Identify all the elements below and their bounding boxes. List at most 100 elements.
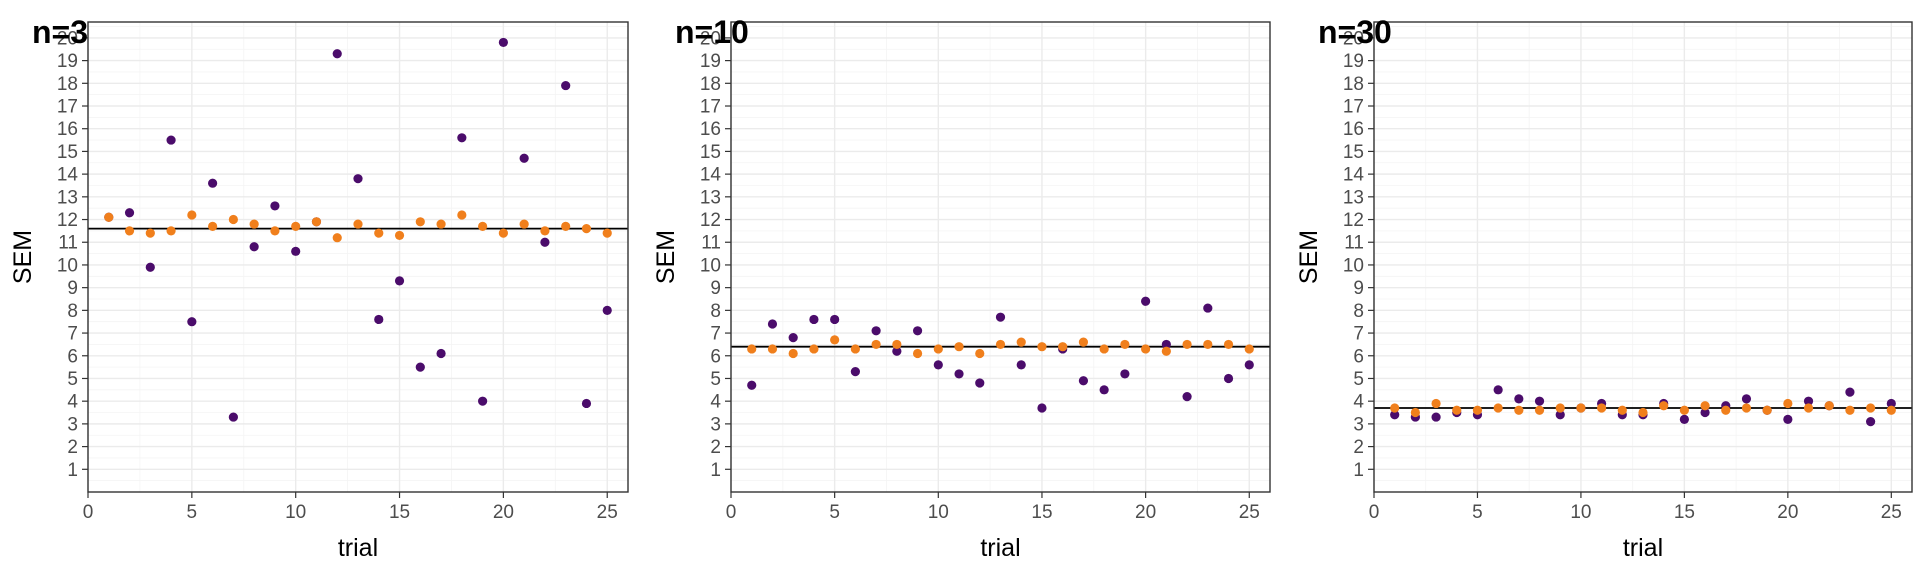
plot-frame <box>87 21 629 493</box>
point-series-b <box>249 219 259 229</box>
y-tick-label: 16 <box>1343 119 1364 140</box>
x-tick-label: 20 <box>493 502 514 523</box>
y-tick-label: 11 <box>1344 233 1364 254</box>
y-tick-label: 2 <box>710 437 721 458</box>
point-series-b <box>912 348 923 359</box>
point-series-b <box>892 339 902 350</box>
point-series-a <box>270 201 280 211</box>
point-series-a <box>1037 403 1047 413</box>
point-series-b <box>1866 403 1876 413</box>
point-series-a <box>830 314 840 325</box>
point-series-b <box>311 217 322 227</box>
point-series-a <box>394 276 405 286</box>
y-tick-label: 11 <box>58 233 78 254</box>
x-tick-label: 5 <box>1472 502 1483 523</box>
x-tick-label: 25 <box>597 502 618 523</box>
y-tick-label: 7 <box>67 324 78 345</box>
point-series-b <box>394 230 405 241</box>
x-tick-label: 15 <box>389 502 410 523</box>
y-tick-label: 18 <box>700 74 721 95</box>
y-tick-label: 18 <box>57 74 78 95</box>
point-series-b <box>1534 405 1545 415</box>
y-tick-label: 17 <box>57 97 78 118</box>
point-series-b <box>436 219 446 229</box>
point-series-a <box>415 362 425 372</box>
point-series-a <box>374 314 384 325</box>
x-tick-label: 10 <box>1570 502 1591 523</box>
point-series-a <box>1803 396 1814 406</box>
y-tick-label: 19 <box>57 51 78 72</box>
point-series-a <box>124 208 135 218</box>
point-series-a <box>747 380 757 390</box>
y-tick-label: 7 <box>1353 324 1364 345</box>
point-series-b <box>1555 403 1565 413</box>
point-series-a <box>933 360 943 370</box>
point-series-b <box>809 344 819 354</box>
panel-title: n=30 <box>1318 14 1392 50</box>
y-tick-label: 6 <box>710 346 721 367</box>
y-tick-label: 1 <box>67 460 78 481</box>
point-series-a <box>1244 360 1254 370</box>
point-series-b <box>187 210 197 220</box>
x-tick-label: 10 <box>285 502 306 523</box>
point-series-a <box>1514 394 1524 404</box>
x-tick-label: 5 <box>187 502 198 523</box>
point-series-a <box>332 49 342 59</box>
x-tick-label: 0 <box>83 502 94 523</box>
point-series-a <box>561 80 571 91</box>
point-series-b <box>1410 407 1420 418</box>
point-series-b <box>457 210 467 220</box>
point-series-b <box>1141 344 1151 354</box>
point-series-b <box>478 221 488 231</box>
point-series-b <box>540 226 550 236</box>
point-series-a <box>1866 417 1876 427</box>
y-tick-label: 8 <box>710 301 721 322</box>
y-tick-label: 1 <box>1353 460 1364 481</box>
y-tick-label: 16 <box>57 119 78 140</box>
point-series-a <box>166 135 176 145</box>
point-series-b <box>1058 342 1068 352</box>
point-series-b <box>519 219 529 229</box>
y-tick-label: 6 <box>67 346 78 367</box>
point-series-b <box>1037 342 1047 352</box>
y-axis-title: SEM <box>9 230 37 284</box>
x-tick-label: 15 <box>1031 502 1052 523</box>
y-tick-label: 9 <box>1353 278 1364 299</box>
point-series-b <box>788 348 798 359</box>
x-tick-label: 20 <box>1777 502 1798 523</box>
point-series-b <box>1514 405 1524 415</box>
point-series-a <box>871 326 881 336</box>
point-series-b <box>1452 405 1462 415</box>
y-tick-label: 3 <box>67 414 78 435</box>
point-series-a <box>540 237 550 247</box>
y-tick-label: 8 <box>67 301 78 322</box>
point-series-b <box>208 221 218 231</box>
point-series-a <box>1783 414 1793 424</box>
point-series-a <box>1534 396 1545 406</box>
point-series-b <box>1016 337 1026 347</box>
point-series-a <box>249 242 259 252</box>
point-series-b <box>747 344 757 354</box>
point-series-b <box>602 228 612 238</box>
y-tick-label: 15 <box>57 142 78 163</box>
y-tick-label: 2 <box>1353 437 1364 458</box>
point-series-b <box>415 217 425 227</box>
point-series-a <box>954 369 964 379</box>
point-series-a <box>208 178 218 188</box>
x-tick-label: 0 <box>1369 502 1380 523</box>
point-series-b <box>1803 403 1814 413</box>
point-series-b <box>1223 339 1234 350</box>
point-series-a <box>436 348 446 359</box>
point-series-b <box>1431 398 1441 409</box>
y-tick-label: 16 <box>700 119 721 140</box>
point-series-b <box>291 221 301 231</box>
y-tick-label: 4 <box>67 392 78 413</box>
point-series-a <box>975 378 985 388</box>
point-series-b <box>1493 403 1503 413</box>
point-series-a <box>1161 339 1171 350</box>
point-series-a <box>1431 412 1441 422</box>
